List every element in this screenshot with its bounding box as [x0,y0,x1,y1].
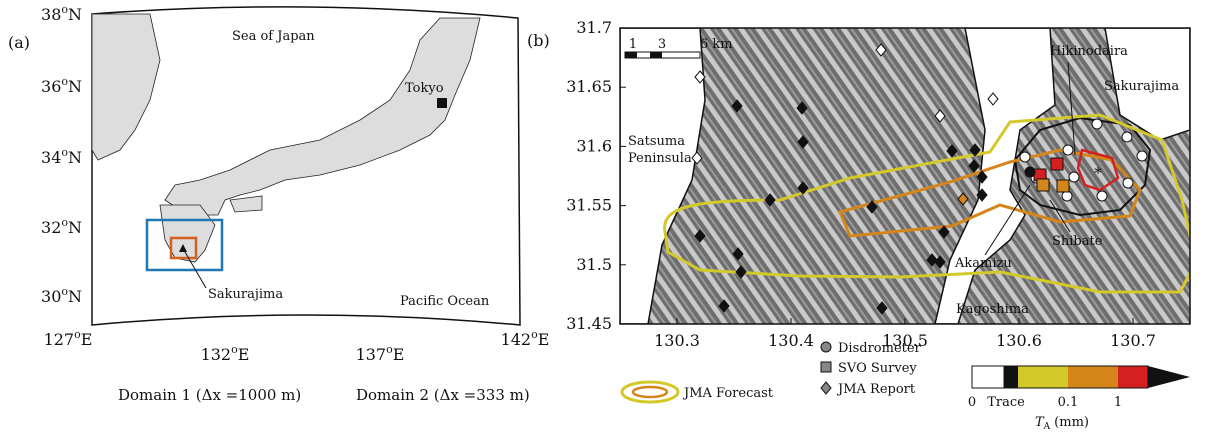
deg-num: 142 [501,330,532,349]
svo-survey [1057,180,1069,192]
vent-marker: * [1094,164,1102,182]
y-tick-label: 31.65 [566,77,612,96]
legend-label: SVO Survey [838,361,917,376]
place-label: Shibate [1052,234,1103,249]
deg-num: 137 [356,345,387,364]
axis-label: 34oN [41,146,82,167]
domain-label: Domain 1 (Δx =1000 m) [118,386,301,404]
place-label: Pacific Ocean [400,294,490,309]
place-label: Sakurajima [1104,79,1179,94]
scale-label: 6 km [700,37,733,52]
svo-survey [1037,179,1049,191]
deg-hem: N [68,287,82,306]
disdrometer [1063,145,1073,155]
deg-hem: N [68,218,82,237]
disdrometer [1123,178,1133,188]
x-tick-label: 130.4 [768,331,814,350]
colorbar [972,366,1190,388]
place-label: Sakurajima [208,287,283,302]
disdrometer [1137,151,1147,161]
axis-label: 36oN [41,75,82,96]
unit: (mm) [1054,415,1089,430]
axis-label: 132oE [201,343,250,364]
axis-label: 38oN [41,3,82,24]
domain-label: Domain 2 (Δx =333 m) [356,386,530,404]
y-tick-label: 31.45 [566,314,612,333]
disdrometer [1097,191,1107,201]
disdrometer [1020,152,1030,162]
colorbar-label: Trace [987,395,1025,410]
svo-survey [1051,158,1063,170]
map-b [620,28,1196,324]
tokyo-marker [437,98,447,108]
y-tick-label: 31.6 [576,136,612,155]
disdrometer [1025,167,1035,177]
place-label: Akamizu [954,256,1012,271]
disdrometer [1092,119,1102,129]
place-label: Hikinodaira [1050,44,1128,59]
deg-hem: N [68,148,82,167]
axis-label: 32oN [41,216,82,237]
scale-label: 3 [658,37,666,52]
deg-hem: E [238,345,250,364]
place-label: Tokyo [405,81,444,96]
place-label: Kagoshima [956,302,1029,317]
axis-label: 142oE [501,328,550,349]
colorbar-label: 0.1 [1058,395,1079,410]
place-label: Sea of Japan [232,29,315,44]
legend-label: JMA Forecast [682,386,774,401]
subscript: A [1043,422,1051,432]
axis-label: 127oE [44,328,93,349]
place-label: Peninsula [628,151,692,166]
map-a [92,7,520,325]
deg-hem: N [68,5,82,24]
axis-label: 137oE [356,343,405,364]
y-tick-label: 31.7 [576,18,612,37]
deg-num: 132 [201,345,232,364]
deg-hem: E [393,345,405,364]
x-tick-label: 130.6 [996,331,1042,350]
deg-num: 32 [41,218,61,237]
deg-num: 127 [44,330,75,349]
deg-num: 36 [41,77,61,96]
deg-hem: N [68,77,82,96]
colorbar-title: TA(mm) [1035,415,1089,432]
place-label: Satsuma [628,134,685,149]
y-tick-label: 31.55 [566,196,612,215]
disdrometer [1122,132,1132,142]
x-tick-label: 130.3 [654,331,700,350]
scale-label: 1 [629,37,637,52]
disdrometer [1069,172,1079,182]
deg-hem: E [538,330,550,349]
axis-label: 30oN [41,285,82,306]
deg-num: 38 [41,5,61,24]
x-tick-label: 130.7 [1110,331,1156,350]
legend-label: JMA Report [836,382,916,397]
legend-label: Disdrometer [838,341,922,356]
colorbar-label: 0 [968,395,976,410]
colorbar-label: 1 [1114,395,1122,410]
deg-num: 34 [41,148,61,167]
figure: (a) Sea of Japan Tokyo Sakurajima Pacifi… [0,0,1208,434]
deg-num: 30 [41,287,61,306]
deg-hem: E [81,330,93,349]
panel-tag: (b) [527,31,550,50]
y-tick-label: 31.5 [576,255,612,274]
panel-tag: (a) [8,33,30,52]
